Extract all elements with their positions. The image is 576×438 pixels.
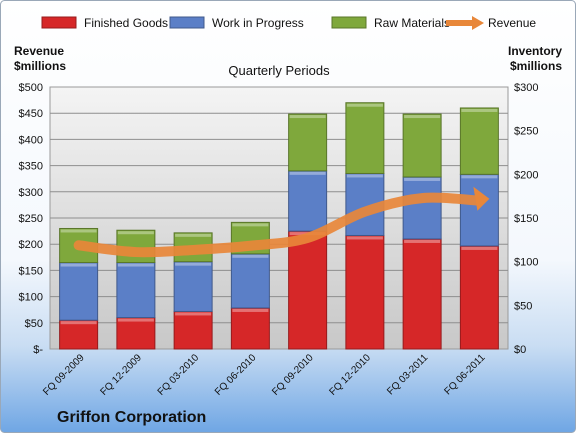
right-axis-label-line2: $millions <box>510 59 562 73</box>
revenue-arrowhead <box>473 186 490 211</box>
right-tick-label: $150 <box>514 213 538 225</box>
bar-finished-goods <box>59 319 99 350</box>
bar-work-in-progress <box>173 261 213 312</box>
bar-work-in-progress <box>402 176 442 240</box>
bar-finished-goods <box>116 317 156 350</box>
bar-highlight <box>346 174 383 178</box>
bar-work-in-progress <box>230 253 270 309</box>
bar-work-in-progress <box>459 173 499 247</box>
bar-finished-goods <box>288 230 328 350</box>
right-tick-label: $0 <box>514 344 526 356</box>
company-name: Griffon Corporation <box>57 409 206 426</box>
bar-finished-goods <box>230 307 270 350</box>
bar-highlight <box>346 236 383 240</box>
left-tick-label: $- <box>33 344 43 356</box>
bar-highlight <box>461 246 498 250</box>
left-axis-label-line1: Revenue <box>14 44 64 58</box>
bar-raw-materials <box>345 102 385 174</box>
legend-label: Work in Progress <box>212 16 304 30</box>
right-tick-label: $50 <box>514 300 532 312</box>
bar-highlight <box>404 177 441 181</box>
left-tick-label: $150 <box>19 265 43 277</box>
bar-highlight <box>461 108 498 112</box>
left-tick-label: $250 <box>19 213 43 225</box>
bar-finished-goods <box>345 234 385 350</box>
legend-label: Revenue <box>488 16 536 30</box>
bar-highlight <box>289 115 326 119</box>
bar-highlight <box>232 308 269 312</box>
right-axis-label-line1: Inventory <box>508 44 562 58</box>
bar-work-in-progress <box>288 170 328 232</box>
bar-finished-goods <box>459 245 499 350</box>
revenue-line-series <box>73 186 490 258</box>
legend-swatch-raw-materials <box>331 16 367 29</box>
bar-highlight <box>60 321 97 325</box>
bar-highlight <box>117 318 154 322</box>
right-axis-ticks: $0 $50 $100 $150 $200 $250 $300 <box>514 82 538 356</box>
bar-highlight <box>232 254 269 258</box>
bar-highlight <box>175 262 212 266</box>
left-tick-label: $400 <box>19 134 43 146</box>
left-tick-label: $500 <box>19 82 43 94</box>
bar-highlight <box>117 263 154 267</box>
bar-finished-goods <box>402 238 442 350</box>
left-tick-label: $200 <box>19 239 43 251</box>
left-axis-label-line2: $millions <box>14 59 66 73</box>
bar-series <box>59 102 499 350</box>
bar-highlight <box>60 229 97 233</box>
right-tick-label: $100 <box>514 257 538 269</box>
bar-highlight <box>117 231 154 235</box>
bar-highlight <box>404 115 441 119</box>
left-tick-label: $300 <box>19 187 43 199</box>
bar-work-in-progress <box>116 262 156 319</box>
legend-arrow-icon <box>472 16 484 30</box>
bar-raw-materials <box>402 113 442 178</box>
bar-highlight <box>346 103 383 107</box>
right-tick-label: $300 <box>514 82 538 94</box>
legend-swatch-finished-goods <box>41 16 77 29</box>
bar-highlight <box>404 239 441 243</box>
bar-work-in-progress <box>59 262 99 321</box>
right-tick-label: $250 <box>514 126 538 138</box>
bar-highlight <box>60 263 97 267</box>
left-tick-label: $350 <box>19 161 43 173</box>
chart-subtitle: Quarterly Periods <box>228 63 330 78</box>
legend-label: Finished Goods <box>84 16 168 30</box>
legend-swatch-work-in-progress <box>169 16 205 29</box>
legend-label: Raw Materials <box>374 16 450 30</box>
bar-raw-materials <box>459 107 499 175</box>
left-tick-label: $100 <box>19 292 43 304</box>
left-tick-label: $450 <box>19 108 43 120</box>
bar-raw-materials <box>288 113 328 172</box>
bar-finished-goods <box>173 310 213 350</box>
bar-highlight <box>175 312 212 316</box>
left-tick-label: $50 <box>25 318 43 330</box>
right-tick-label: $200 <box>514 169 538 181</box>
revenue-line <box>73 192 485 258</box>
bar-highlight <box>175 233 212 237</box>
left-axis-ticks: $- $50 $100 $150 $200 $250 $300 $350 $400 $450 $50… <box>19 82 44 356</box>
bar-highlight <box>289 171 326 175</box>
bar-highlight <box>461 175 498 179</box>
bar-highlight <box>232 223 269 227</box>
legend: Finished Goods Work in Progress Raw Materi… <box>41 16 536 30</box>
